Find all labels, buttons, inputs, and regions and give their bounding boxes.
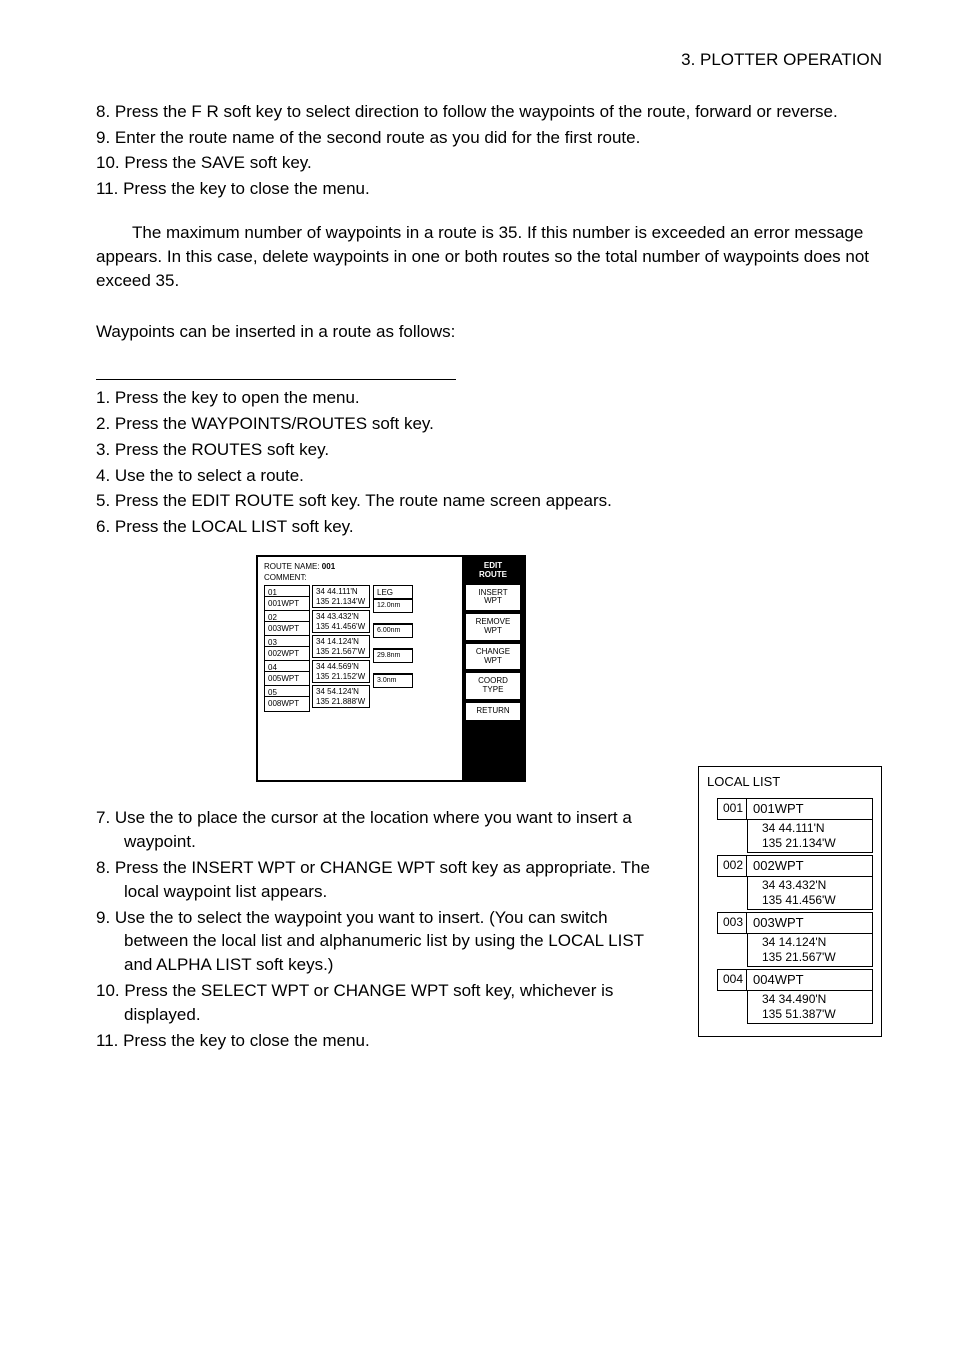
route-name-value: 001: [322, 562, 335, 571]
steps-block-a: 8. Press the F R soft key to select dire…: [96, 100, 882, 201]
local-list-title: LOCAL LIST: [707, 773, 873, 791]
row-brg: 6.00nm: [373, 624, 413, 638]
step-item: 9. Enter the route name of the second ro…: [96, 126, 882, 150]
softkey-return[interactable]: RETURN: [466, 703, 520, 720]
spacer: [258, 710, 462, 780]
ll-name: 002WPT: [747, 855, 873, 877]
ll-name: 004WPT: [747, 969, 873, 991]
step-item: 10. Press the SAVE soft key.: [96, 151, 882, 175]
route-row: 6.00nm 03 002WPT 34 14.124'N135 21.567'W…: [262, 635, 458, 660]
row-coord: 34 44.111'N135 21.134'W: [312, 585, 370, 608]
route-name-label: ROUTE NAME:: [264, 562, 320, 571]
edit-route-panel: ROUTE NAME: 001 COMMENT: 01 001WPT 34 44…: [256, 555, 526, 782]
row-brg: 3.0nm: [373, 674, 413, 688]
route-row: 01 001WPT 34 44.111'N135 21.134'W LEG 29…: [262, 585, 458, 610]
step-item: 4. Use the to select a route.: [96, 464, 882, 488]
edit-route-rows: 01 001WPT 34 44.111'N135 21.134'W LEG 29…: [258, 585, 462, 710]
local-list-item: 003 003WPT 34 14.124'N135 21.567'W: [717, 912, 873, 967]
ll-coord: 34 43.432'N135 41.456'W: [747, 877, 873, 910]
underline-divider: [96, 372, 456, 380]
step-item: 5. Press the EDIT ROUTE soft key. The ro…: [96, 489, 882, 513]
step-item: 3. Press the ROUTES soft key.: [96, 438, 882, 462]
row-wpt: 008WPT: [264, 696, 310, 711]
softkey-change-wpt[interactable]: CHANGE WPT: [466, 644, 520, 670]
local-list-item: 001 001WPT 34 44.111'N135 21.134'W: [717, 798, 873, 853]
steps-block-c: 7. Use the to place the cursor at the lo…: [96, 806, 658, 1054]
row-coord: 34 54.124'N135 21.888'W: [312, 685, 370, 708]
step-item: 9. Use the to select the waypoint you wa…: [96, 906, 658, 977]
route-row: 29.8nm 04 005WPT 34 44.569'N135 21.152'W…: [262, 660, 458, 685]
local-list-panel: LOCAL LIST 001 001WPT 34 44.111'N135 21.…: [698, 766, 882, 1037]
section-header: 3. PLOTTER OPERATION: [96, 48, 882, 72]
step-item: 1. Press the key to open the menu.: [96, 386, 882, 410]
local-list-item: 004 004WPT 34 34.490'N135 51.387'W: [717, 969, 873, 1024]
ll-index: 003: [717, 912, 747, 934]
step-item: 2. Press the WAYPOINTS/ROUTES soft key.: [96, 412, 882, 436]
step-item: 11. Press the key to close the menu.: [96, 177, 882, 201]
comment-label: COMMENT:: [264, 573, 307, 582]
row-brg: 29.8nm: [373, 649, 413, 663]
row-coord: 34 44.569'N135 21.152'W: [312, 660, 370, 683]
row-wpt: 003WPT: [264, 621, 310, 636]
local-list-item: 002 002WPT 34 43.432'N135 41.456'W: [717, 855, 873, 910]
ll-coord: 34 34.490'N135 51.387'W: [747, 991, 873, 1024]
row-coord: 34 14.124'N135 21.567'W: [312, 635, 370, 658]
route-row: 12.0nm 02 003WPT 34 43.432'N135 41.456'W…: [262, 610, 458, 635]
ll-coord: 34 14.124'N135 21.567'W: [747, 934, 873, 967]
ll-index: 004: [717, 969, 747, 991]
step-item: 11. Press the key to close the menu.: [96, 1029, 658, 1053]
row-coord: 34 43.432'N135 41.456'W: [312, 610, 370, 633]
softkey-coord-type[interactable]: COORD TYPE: [466, 673, 520, 699]
step-item: 8. Press the F R soft key to select dire…: [96, 100, 882, 124]
row-brg: 12.0nm: [373, 599, 413, 613]
ll-coord: 34 44.111'N135 21.134'W: [747, 820, 873, 853]
step-item: 7. Use the to place the cursor at the lo…: [96, 806, 658, 854]
ll-index: 002: [717, 855, 747, 877]
ll-index: 001: [717, 798, 747, 820]
ll-name: 003WPT: [747, 912, 873, 934]
row-wpt: 001WPT: [264, 596, 310, 611]
step-item: 10. Press the SELECT WPT or CHANGE WPT s…: [96, 979, 658, 1027]
note-paragraph: The maximum number of waypoints in a rou…: [96, 221, 882, 292]
softkey-title: EDIT ROUTE: [479, 560, 507, 581]
ll-name: 001WPT: [747, 798, 873, 820]
softkey-column: EDIT ROUTE INSERT WPT REMOVE WPT CHANGE …: [462, 557, 524, 780]
row-wpt: 005WPT: [264, 671, 310, 686]
edit-route-title: ROUTE NAME: 001 COMMENT:: [258, 557, 462, 585]
step-item: 6. Press the LOCAL LIST soft key.: [96, 515, 882, 539]
insert-intro: Waypoints can be inserted in a route as …: [96, 320, 882, 344]
steps-block-b: 1. Press the key to open the menu. 2. Pr…: [96, 386, 882, 539]
row-wpt: 002WPT: [264, 646, 310, 661]
softkey-remove-wpt[interactable]: REMOVE WPT: [466, 614, 520, 640]
edit-route-data-area: ROUTE NAME: 001 COMMENT: 01 001WPT 34 44…: [258, 557, 462, 780]
softkey-insert-wpt[interactable]: INSERT WPT: [466, 585, 520, 611]
step-item: 8. Press the INSERT WPT or CHANGE WPT so…: [96, 856, 658, 904]
route-row: 3.0nm 05 008WPT 34 54.124'N135 21.888'W: [262, 685, 458, 710]
